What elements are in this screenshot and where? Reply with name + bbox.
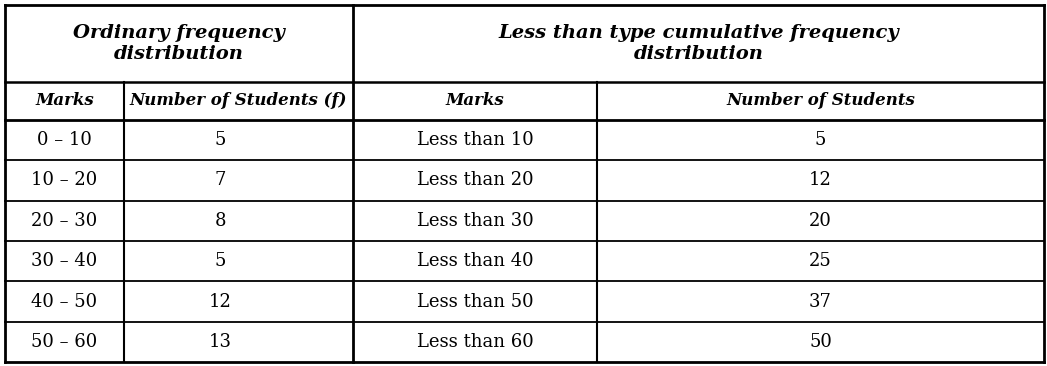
Text: 25: 25 [809,252,832,270]
Text: 37: 37 [809,293,832,311]
Text: 30 – 40: 30 – 40 [31,252,97,270]
Text: 13: 13 [208,333,231,351]
Text: 40 – 50: 40 – 50 [31,293,97,311]
Text: 20 – 30: 20 – 30 [31,212,97,230]
Text: Less than type cumulative frequency
distribution: Less than type cumulative frequency dist… [498,25,899,63]
Text: 12: 12 [208,293,231,311]
Text: Marks: Marks [35,93,94,109]
Text: 50 – 60: 50 – 60 [31,333,97,351]
Text: Number of Students: Number of Students [727,93,915,109]
Text: 7: 7 [215,171,226,189]
Text: Less than 30: Less than 30 [417,212,534,230]
Text: 10 – 20: 10 – 20 [31,171,97,189]
Text: Less than 20: Less than 20 [417,171,534,189]
Text: 5: 5 [215,131,226,149]
Text: Number of Students (f): Number of Students (f) [130,93,348,109]
Text: 20: 20 [809,212,832,230]
Text: 0 – 10: 0 – 10 [37,131,92,149]
Text: 50: 50 [809,333,832,351]
Text: 12: 12 [809,171,832,189]
Text: 8: 8 [215,212,226,230]
Text: 5: 5 [815,131,826,149]
Text: Ordinary frequency
distribution: Ordinary frequency distribution [73,25,285,63]
Text: Less than 10: Less than 10 [417,131,534,149]
Text: 5: 5 [215,252,226,270]
Text: Less than 50: Less than 50 [417,293,534,311]
Text: Marks: Marks [446,93,505,109]
Text: Less than 60: Less than 60 [417,333,534,351]
Text: Less than 40: Less than 40 [417,252,534,270]
